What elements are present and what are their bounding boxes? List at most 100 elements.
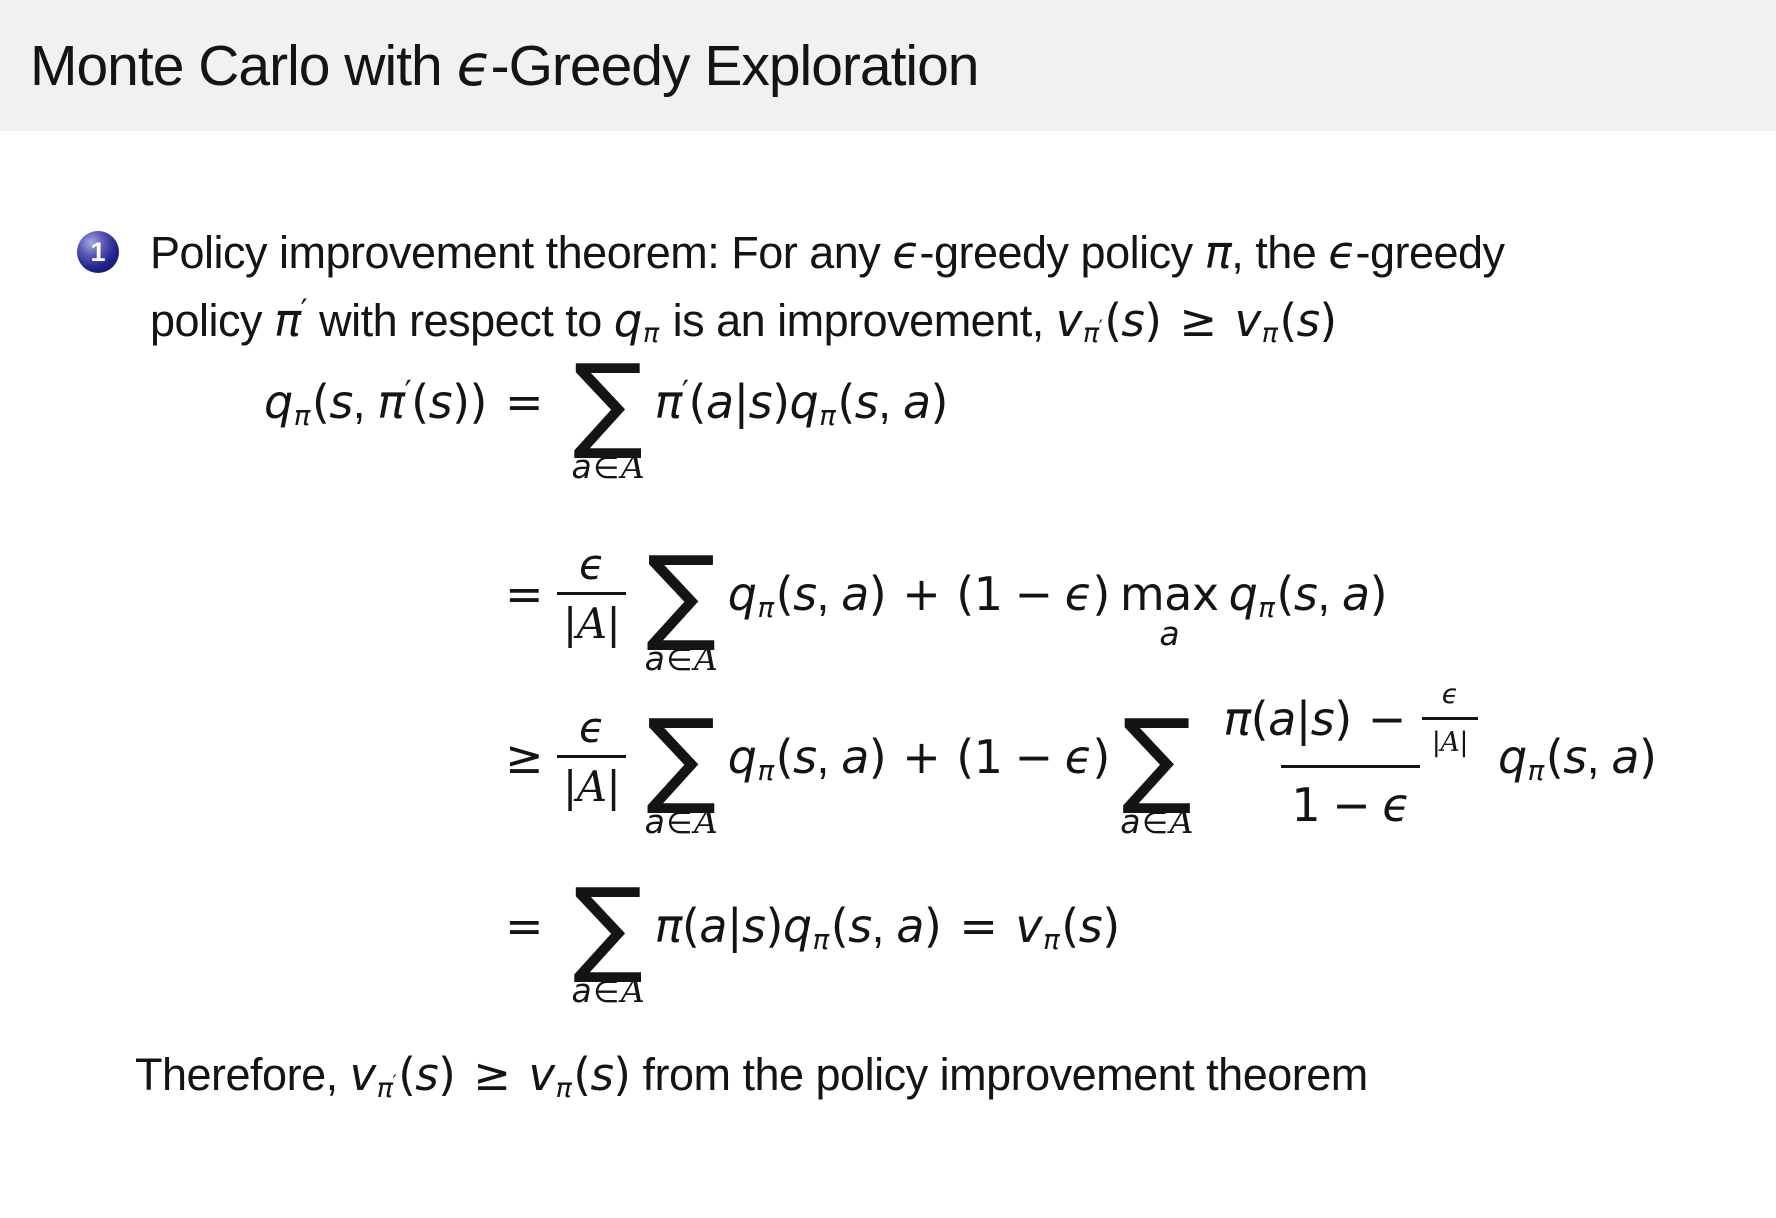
- text-token: , the: [1231, 227, 1329, 278]
- epsilon-symbol: ϵ: [456, 32, 492, 99]
- math-token: 1: [973, 730, 1003, 785]
- math-token: ): [613, 1048, 631, 1102]
- equals-sign: =: [959, 899, 998, 954]
- text-token: with respect to: [307, 294, 614, 346]
- math-token: |: [606, 761, 621, 811]
- minus-sign: −: [1014, 730, 1054, 785]
- denominator: |A|: [1421, 716, 1478, 758]
- math-token: a: [1341, 567, 1370, 622]
- element-of-symbol: ∈: [593, 451, 619, 486]
- math-token: s: [1293, 567, 1318, 622]
- title-text: Monte Carlo with: [30, 33, 457, 98]
- math-token: (: [1250, 691, 1269, 746]
- sigma-symbol: ∑: [1121, 696, 1192, 819]
- sigma-symbol: ∑: [646, 533, 716, 656]
- text-token: from the policy improvement theorem: [630, 1049, 1368, 1101]
- math-token: ,: [816, 568, 842, 621]
- max-index-label: a: [1159, 613, 1180, 653]
- math-token: ,: [1317, 568, 1342, 621]
- item-number: 1: [90, 236, 106, 267]
- action-set-symbol: A: [576, 761, 607, 811]
- action-set-symbol: A: [620, 971, 645, 1011]
- math-token: ): [1092, 730, 1110, 785]
- prime-symbol: ′: [1098, 317, 1103, 339]
- math-token: π: [377, 375, 405, 429]
- math-token: |: [563, 598, 577, 648]
- math-token: q: [1228, 567, 1258, 622]
- math-token: a: [1268, 691, 1296, 746]
- equals-sign: =: [505, 375, 544, 429]
- action-set-symbol: A: [620, 447, 645, 486]
- math-token: q: [1497, 730, 1527, 785]
- prime-symbol: ′: [681, 374, 689, 411]
- pi-subscript: π: [757, 754, 774, 788]
- pi-subscript: π: [819, 398, 836, 432]
- math-token: s: [329, 375, 353, 429]
- math-token: ): [772, 375, 790, 429]
- max-label: max: [1119, 567, 1219, 622]
- text-token: -greedy: [1355, 227, 1505, 278]
- minus-sign: −: [1367, 691, 1407, 746]
- equation-row-1: qπ(s, π′(s)) = ∑ a∈A π′(a|s)qπ(s, a): [215, 350, 1776, 484]
- math-token: (: [688, 375, 706, 429]
- math-token: ): [930, 375, 949, 429]
- pi-as-term: π(a|s): [1223, 691, 1352, 746]
- equation-row-2: = ϵ |A| ∑ a∈A qπ(s, a) + (1− ϵ) max a qπ(…: [215, 533, 1776, 676]
- numerator: ϵ: [578, 540, 605, 589]
- math-token: a: [644, 802, 665, 842]
- math-token: (: [956, 567, 974, 622]
- prime-symbol: ′: [404, 374, 412, 411]
- math-token: π: [654, 375, 683, 429]
- action-set-symbol: A: [694, 802, 718, 842]
- math-token: |: [1459, 726, 1468, 758]
- pi-subscript: π: [757, 591, 774, 625]
- math-token: ): [1369, 567, 1388, 622]
- math-token: (: [311, 375, 330, 429]
- frame-title-banner: Monte Carlo with ϵ-Greedy Exploration: [0, 0, 1776, 131]
- epsilon-symbol: ϵ: [1064, 730, 1093, 785]
- action-set-symbol: A: [694, 639, 718, 679]
- element-of-symbol: ∈: [593, 975, 619, 1011]
- math-token: 1: [1291, 778, 1321, 833]
- sum-operator: ∑ a∈A: [645, 533, 718, 676]
- text-token: policy: [150, 294, 275, 346]
- math-token: (: [775, 567, 794, 622]
- math-token: ,: [1586, 731, 1612, 784]
- math-token: |: [726, 899, 743, 954]
- equals-sign: =: [505, 899, 544, 954]
- math-token: ,: [816, 731, 842, 784]
- math-token: s: [793, 567, 817, 622]
- small-fraction-eps-over-A: ϵ |A|: [1421, 680, 1478, 758]
- title-text: -Greedy Exploration: [490, 33, 980, 98]
- math-token: ): [1319, 293, 1338, 347]
- pi-subscript: π: [293, 398, 311, 432]
- denominator: |A|: [557, 754, 627, 807]
- q-term: qπ(s, a): [727, 567, 887, 625]
- sum-index-label: a∈A: [571, 974, 644, 1008]
- text-token: -greedy policy: [919, 227, 1205, 278]
- element-of-symbol: ∈: [666, 806, 692, 842]
- math-token: ): [868, 567, 887, 622]
- math-token: a: [1611, 730, 1639, 785]
- math-token: |: [1295, 691, 1312, 746]
- math-token: s: [854, 375, 879, 429]
- math-token: π: [1082, 318, 1099, 350]
- text-token: Therefore,: [135, 1049, 350, 1101]
- slide-title: Monte Carlo with ϵ-Greedy Exploration: [30, 33, 979, 99]
- pi-prime-subscript: π′: [377, 1073, 397, 1103]
- element-of-symbol: ∈: [1142, 806, 1168, 842]
- math-token: q: [727, 567, 757, 622]
- math-token: v: [528, 1048, 555, 1102]
- numerator: ϵ: [578, 703, 605, 753]
- pi-subscript: π: [1261, 318, 1278, 350]
- math-token: s: [793, 730, 817, 785]
- math-token: v: [1234, 293, 1262, 347]
- math-token: (: [956, 730, 974, 785]
- math-token: (: [1545, 730, 1564, 785]
- math-token: v: [349, 1048, 377, 1102]
- math-token: 1: [973, 567, 1003, 622]
- sum-operator: ∑ a∈A: [645, 705, 718, 839]
- epsilon-symbol: ϵ: [1382, 778, 1411, 833]
- element-of-symbol: ∈: [666, 643, 692, 679]
- sum-operator: ∑ a∈A: [1120, 696, 1193, 839]
